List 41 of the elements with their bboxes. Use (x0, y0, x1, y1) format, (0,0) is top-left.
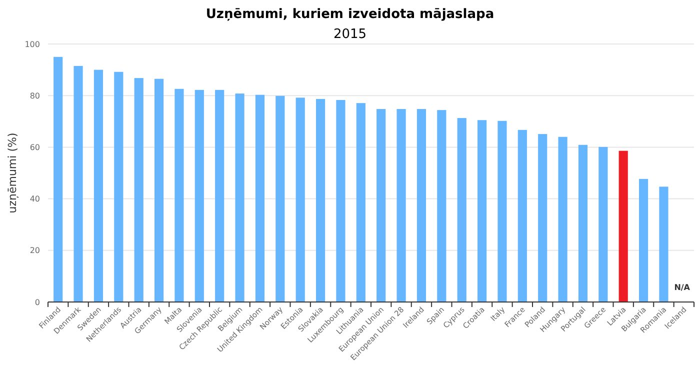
bar (396, 109, 406, 302)
y-tick-label: 0 (34, 298, 40, 307)
bar (356, 103, 366, 302)
bar (296, 98, 305, 302)
y-tick-label: 60 (30, 143, 40, 152)
bar (376, 109, 386, 302)
bar (316, 98, 326, 302)
bar (416, 109, 426, 302)
bar (154, 78, 164, 302)
bar (215, 90, 224, 302)
bar (255, 94, 265, 302)
chart-title: Uzņēmumi, kuriem izveidota mājaslapa (206, 7, 494, 22)
bar (498, 120, 507, 302)
bar (114, 72, 124, 302)
bar (477, 120, 487, 302)
bar (134, 78, 144, 302)
bar (437, 110, 446, 302)
bar (54, 56, 63, 302)
bar (457, 118, 466, 302)
bar (276, 96, 285, 302)
y-tick-label: 20 (30, 246, 40, 256)
bar (578, 144, 588, 302)
bar (618, 150, 628, 302)
bar (638, 178, 648, 302)
y-tick-label: 80 (30, 91, 40, 100)
bar (558, 136, 568, 302)
bar (94, 70, 104, 302)
bar (235, 94, 244, 302)
bar (598, 146, 608, 302)
y-tick-label: 100 (24, 40, 40, 49)
y-tick-label: 40 (30, 194, 40, 204)
y-axis-title: uzņēmumi (%) (6, 132, 19, 214)
bar (336, 100, 346, 302)
bar (518, 130, 527, 302)
chart-subtitle: 2015 (333, 27, 367, 42)
annotation: N/A (674, 283, 691, 292)
bar (174, 88, 184, 302)
bar (659, 186, 668, 302)
bar (74, 66, 83, 302)
bar (194, 90, 204, 302)
bar (538, 134, 548, 302)
